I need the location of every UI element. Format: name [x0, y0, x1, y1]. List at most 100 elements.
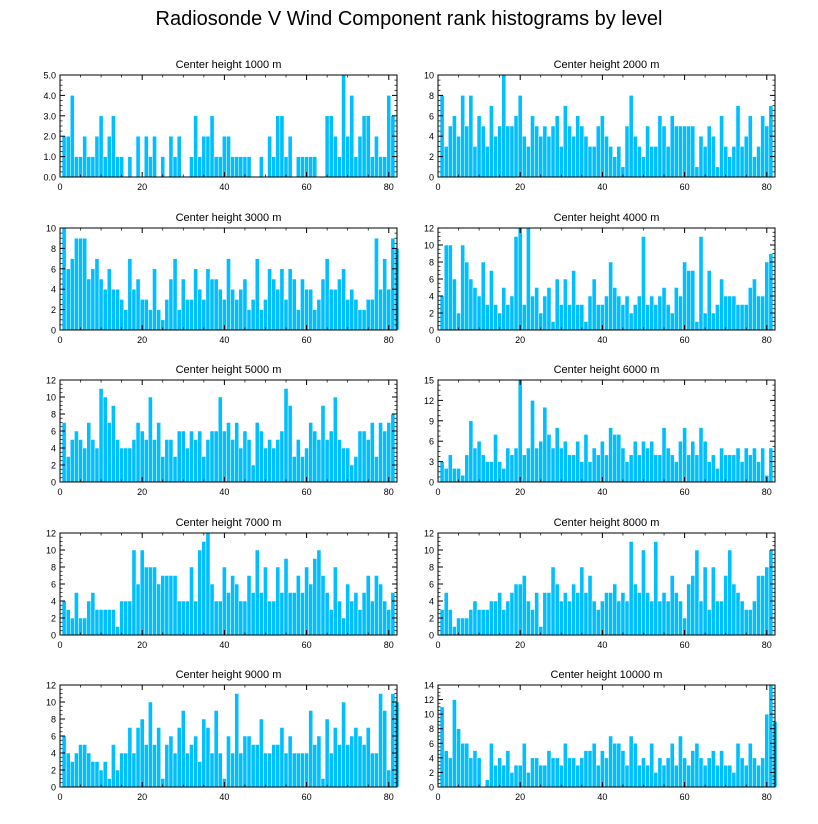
histogram-bar — [460, 617, 465, 636]
histogram-bar — [583, 434, 589, 483]
histogram-bar — [119, 299, 124, 331]
histogram-bar — [246, 439, 252, 483]
histogram-bar — [731, 583, 737, 636]
histogram-bar — [604, 135, 609, 178]
histogram-bar — [480, 125, 486, 178]
histogram-bar — [739, 146, 745, 178]
histogram-bar — [107, 778, 112, 788]
histogram-bar — [624, 295, 630, 331]
histogram-bar — [743, 609, 749, 636]
histogram-bar — [152, 135, 157, 178]
histogram-bar — [686, 583, 692, 636]
histogram-bar — [148, 156, 153, 178]
histogram-bar — [70, 95, 75, 178]
histogram-bar — [308, 288, 314, 331]
histogram-bar — [748, 609, 753, 636]
histogram-bar — [213, 430, 219, 483]
histogram-bar — [595, 454, 601, 483]
y-tick-label: 1.0 — [43, 152, 56, 162]
histogram-bar — [669, 454, 675, 483]
histogram-bar — [567, 304, 572, 331]
histogram-bar — [542, 125, 548, 178]
y-tick-label: 5.0 — [43, 71, 56, 81]
x-tick-label: 20 — [137, 640, 147, 650]
histogram-bar — [341, 74, 346, 178]
histogram-bar — [234, 583, 240, 636]
histogram-bar — [234, 693, 240, 788]
histogram-bar — [365, 575, 371, 636]
histogram-bar — [448, 609, 453, 636]
histogram-bar — [669, 312, 675, 331]
histogram-bar — [706, 757, 712, 788]
histogram-bar — [341, 268, 346, 331]
histogram-bar — [526, 227, 531, 331]
y-tick-label: 0 — [51, 631, 56, 641]
histogram-bar — [139, 430, 145, 483]
histogram-bar — [345, 744, 350, 788]
histogram-bar — [563, 440, 568, 483]
histogram-bar — [645, 304, 650, 331]
y-tick-label: 15 — [424, 376, 434, 386]
histogram-bar — [628, 95, 634, 178]
histogram-bar — [706, 609, 712, 636]
x-tick-label: 80 — [762, 792, 772, 802]
histogram-bar — [283, 388, 289, 483]
histogram-bar — [645, 125, 650, 178]
histogram-bar — [485, 461, 490, 483]
histogram-bar — [74, 752, 79, 788]
histogram-bar — [250, 299, 256, 331]
histogram-bar — [300, 592, 305, 636]
histogram-bar — [476, 440, 482, 483]
histogram-bar — [267, 752, 272, 788]
histogram-bar — [563, 592, 568, 636]
histogram-bar — [661, 764, 667, 788]
histogram-bar — [333, 566, 338, 636]
y-tick-label: 6 — [51, 732, 56, 742]
histogram-bar — [493, 764, 498, 788]
histogram-bar — [74, 592, 79, 636]
histogram-bar — [748, 454, 753, 483]
histogram-bar — [316, 299, 322, 331]
histogram-bar — [82, 237, 87, 331]
y-tick-label: 6 — [51, 580, 56, 590]
histogram-bar — [259, 592, 264, 636]
histogram-bar — [365, 439, 371, 483]
histogram-bar — [595, 304, 601, 331]
histogram-bar — [612, 156, 618, 178]
histogram-bar — [82, 617, 87, 636]
histogram-bar — [271, 447, 277, 483]
histogram-bar — [460, 743, 465, 788]
histogram-bar — [768, 684, 774, 788]
histogram-bar — [213, 156, 219, 178]
histogram-bar — [378, 693, 383, 788]
y-tick-label: 6 — [51, 264, 56, 274]
histogram-bar — [752, 156, 757, 178]
histogram-bar — [176, 727, 182, 788]
histogram-bar — [226, 135, 231, 178]
histogram-bar — [571, 135, 576, 178]
x-tick-label: 20 — [515, 487, 525, 497]
histogram-bar — [357, 735, 363, 788]
histogram-bar — [752, 600, 757, 636]
histogram-bar — [735, 743, 741, 788]
histogram-bar — [682, 427, 687, 483]
histogram-bar — [259, 309, 264, 331]
histogram-bar — [653, 304, 659, 331]
histogram-bar — [135, 583, 141, 636]
histogram-bar — [65, 752, 71, 788]
x-tick-label: 40 — [219, 182, 229, 192]
histogram-bar — [238, 288, 244, 331]
histogram-bar — [172, 575, 178, 636]
histogram-bar — [665, 304, 671, 331]
histogram-bar — [349, 600, 355, 636]
histogram-bar — [534, 757, 539, 788]
histogram-bar — [661, 287, 667, 331]
x-tick-label: 20 — [137, 487, 147, 497]
histogram-bar — [624, 600, 630, 636]
histogram-bar — [296, 575, 301, 636]
x-tick-label: 0 — [57, 335, 62, 345]
x-tick-label: 80 — [384, 640, 394, 650]
histogram-bar — [287, 405, 293, 483]
histogram-bar — [209, 278, 215, 331]
y-tick-label: 8 — [429, 724, 434, 734]
